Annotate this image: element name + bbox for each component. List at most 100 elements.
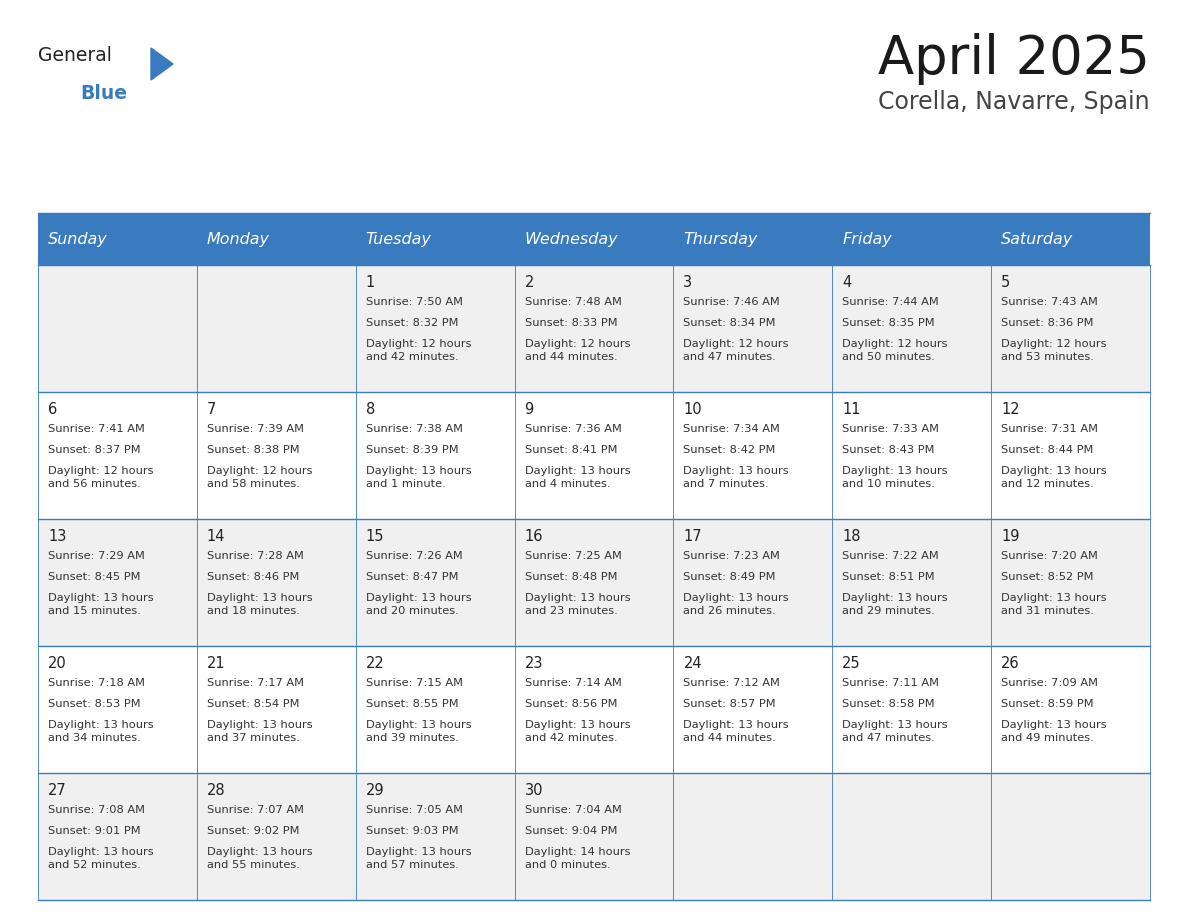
Bar (38, 213, 197, 265)
Bar (514, 265, 674, 392)
Text: Sunrise: 7:31 AM: Sunrise: 7:31 AM (1001, 424, 1098, 434)
Text: Daylight: 12 hours
and 56 minutes.: Daylight: 12 hours and 56 minutes. (48, 466, 153, 488)
Text: Sunrise: 7:34 AM: Sunrise: 7:34 AM (683, 424, 781, 434)
Bar (833, 646, 991, 773)
Bar (991, 646, 1150, 773)
Text: Sunset: 8:54 PM: Sunset: 8:54 PM (207, 699, 299, 709)
Text: Sunset: 9:01 PM: Sunset: 9:01 PM (48, 826, 140, 836)
Text: 21: 21 (207, 656, 226, 671)
Text: Daylight: 13 hours
and 23 minutes.: Daylight: 13 hours and 23 minutes. (525, 593, 630, 616)
Text: 15: 15 (366, 529, 384, 544)
Text: Sunset: 9:02 PM: Sunset: 9:02 PM (207, 826, 299, 836)
Bar (514, 646, 674, 773)
Bar (355, 213, 514, 265)
Bar (991, 773, 1150, 900)
Bar (355, 392, 514, 519)
Text: Sunrise: 7:18 AM: Sunrise: 7:18 AM (48, 678, 145, 688)
Bar (833, 392, 991, 519)
Text: Sunset: 8:51 PM: Sunset: 8:51 PM (842, 572, 935, 582)
Text: Sunrise: 7:08 AM: Sunrise: 7:08 AM (48, 805, 145, 815)
Text: Sunrise: 7:15 AM: Sunrise: 7:15 AM (366, 678, 462, 688)
Text: Daylight: 13 hours
and 26 minutes.: Daylight: 13 hours and 26 minutes. (683, 593, 789, 616)
Text: Daylight: 12 hours
and 50 minutes.: Daylight: 12 hours and 50 minutes. (842, 339, 948, 362)
Text: Sunset: 8:53 PM: Sunset: 8:53 PM (48, 699, 140, 709)
Text: Sunset: 9:04 PM: Sunset: 9:04 PM (525, 826, 617, 836)
Text: Sunset: 8:37 PM: Sunset: 8:37 PM (48, 445, 140, 455)
Bar (833, 519, 991, 646)
Text: Daylight: 13 hours
and 18 minutes.: Daylight: 13 hours and 18 minutes. (207, 593, 312, 616)
Text: 9: 9 (525, 402, 533, 417)
Bar (197, 646, 355, 773)
Text: Daylight: 13 hours
and 20 minutes.: Daylight: 13 hours and 20 minutes. (366, 593, 472, 616)
Text: Daylight: 12 hours
and 53 minutes.: Daylight: 12 hours and 53 minutes. (1001, 339, 1107, 362)
Text: Daylight: 13 hours
and 1 minute.: Daylight: 13 hours and 1 minute. (366, 466, 472, 488)
Bar (197, 392, 355, 519)
Text: 14: 14 (207, 529, 226, 544)
Bar (197, 519, 355, 646)
Text: Daylight: 13 hours
and 12 minutes.: Daylight: 13 hours and 12 minutes. (1001, 466, 1107, 488)
Text: Sunset: 8:47 PM: Sunset: 8:47 PM (366, 572, 459, 582)
Text: Sunrise: 7:25 AM: Sunrise: 7:25 AM (525, 551, 621, 561)
Text: Monday: Monday (207, 231, 270, 247)
Text: Daylight: 12 hours
and 42 minutes.: Daylight: 12 hours and 42 minutes. (366, 339, 472, 362)
Bar (674, 265, 833, 392)
Text: 11: 11 (842, 402, 861, 417)
Text: Sunrise: 7:09 AM: Sunrise: 7:09 AM (1001, 678, 1098, 688)
Text: Sunrise: 7:43 AM: Sunrise: 7:43 AM (1001, 297, 1098, 307)
Text: Daylight: 13 hours
and 7 minutes.: Daylight: 13 hours and 7 minutes. (683, 466, 789, 488)
Text: Daylight: 13 hours
and 42 minutes.: Daylight: 13 hours and 42 minutes. (525, 720, 630, 743)
Text: Sunset: 8:52 PM: Sunset: 8:52 PM (1001, 572, 1094, 582)
Bar (674, 213, 833, 265)
Text: 30: 30 (525, 783, 543, 798)
Text: Sunrise: 7:05 AM: Sunrise: 7:05 AM (366, 805, 462, 815)
Bar (38, 773, 197, 900)
Text: Thursday: Thursday (683, 231, 758, 247)
Text: Sunrise: 7:28 AM: Sunrise: 7:28 AM (207, 551, 304, 561)
Text: 5: 5 (1001, 275, 1010, 290)
Text: Sunrise: 7:22 AM: Sunrise: 7:22 AM (842, 551, 939, 561)
Text: Daylight: 13 hours
and 29 minutes.: Daylight: 13 hours and 29 minutes. (842, 593, 948, 616)
Bar (38, 265, 197, 392)
Text: Sunset: 8:33 PM: Sunset: 8:33 PM (525, 318, 618, 328)
Text: Sunset: 8:44 PM: Sunset: 8:44 PM (1001, 445, 1093, 455)
Text: Daylight: 13 hours
and 37 minutes.: Daylight: 13 hours and 37 minutes. (207, 720, 312, 743)
Text: Sunrise: 7:29 AM: Sunrise: 7:29 AM (48, 551, 145, 561)
Text: Sunrise: 7:11 AM: Sunrise: 7:11 AM (842, 678, 940, 688)
Text: 4: 4 (842, 275, 852, 290)
Text: Sunrise: 7:50 AM: Sunrise: 7:50 AM (366, 297, 462, 307)
Bar (674, 773, 833, 900)
Text: Sunset: 8:49 PM: Sunset: 8:49 PM (683, 572, 776, 582)
Text: Daylight: 13 hours
and 49 minutes.: Daylight: 13 hours and 49 minutes. (1001, 720, 1107, 743)
Text: Sunrise: 7:46 AM: Sunrise: 7:46 AM (683, 297, 781, 307)
Text: Daylight: 13 hours
and 10 minutes.: Daylight: 13 hours and 10 minutes. (842, 466, 948, 488)
Text: 3: 3 (683, 275, 693, 290)
Text: 17: 17 (683, 529, 702, 544)
Text: Sunrise: 7:26 AM: Sunrise: 7:26 AM (366, 551, 462, 561)
Bar (674, 392, 833, 519)
Bar (514, 213, 674, 265)
Bar (38, 392, 197, 519)
Text: April 2025: April 2025 (878, 33, 1150, 85)
Text: Sunrise: 7:04 AM: Sunrise: 7:04 AM (525, 805, 621, 815)
Text: Sunrise: 7:48 AM: Sunrise: 7:48 AM (525, 297, 621, 307)
Text: 10: 10 (683, 402, 702, 417)
Text: 22: 22 (366, 656, 385, 671)
Text: Daylight: 13 hours
and 44 minutes.: Daylight: 13 hours and 44 minutes. (683, 720, 789, 743)
Text: 6: 6 (48, 402, 57, 417)
Text: Wednesday: Wednesday (525, 231, 618, 247)
Text: Sunset: 8:41 PM: Sunset: 8:41 PM (525, 445, 617, 455)
Text: Sunset: 8:59 PM: Sunset: 8:59 PM (1001, 699, 1094, 709)
Text: Daylight: 14 hours
and 0 minutes.: Daylight: 14 hours and 0 minutes. (525, 847, 630, 869)
Text: Sunset: 8:46 PM: Sunset: 8:46 PM (207, 572, 299, 582)
Text: 2: 2 (525, 275, 533, 290)
Text: Sunset: 8:35 PM: Sunset: 8:35 PM (842, 318, 935, 328)
Text: Sunset: 8:48 PM: Sunset: 8:48 PM (525, 572, 617, 582)
Text: Daylight: 13 hours
and 31 minutes.: Daylight: 13 hours and 31 minutes. (1001, 593, 1107, 616)
Text: Saturday: Saturday (1001, 231, 1074, 247)
Text: 28: 28 (207, 783, 226, 798)
Text: Sunrise: 7:38 AM: Sunrise: 7:38 AM (366, 424, 462, 434)
Bar (991, 392, 1150, 519)
Text: 29: 29 (366, 783, 385, 798)
Bar (833, 773, 991, 900)
Text: Sunrise: 7:17 AM: Sunrise: 7:17 AM (207, 678, 304, 688)
